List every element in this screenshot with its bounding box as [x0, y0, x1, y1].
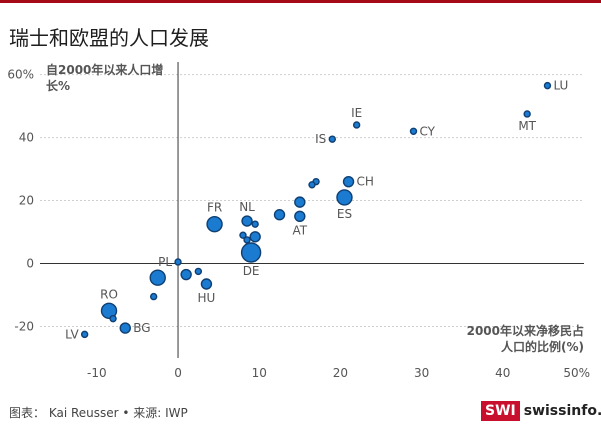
- point-label: ES: [337, 207, 352, 221]
- x-axis-label-line-2: 人口的比例(%): [501, 339, 584, 354]
- data-point: [352, 121, 361, 129]
- point-label: FR: [207, 201, 222, 215]
- data-point: [294, 196, 306, 208]
- x-tick-label: 50%: [563, 366, 590, 380]
- point-label: BG: [133, 321, 150, 335]
- y-axis-label-line-1: 自2000年以来人口增: [46, 62, 163, 77]
- data-point: [308, 181, 316, 189]
- source-credit: 图表： Kai Reusser • 来源: IWP: [9, 406, 188, 420]
- data-point: [543, 81, 552, 90]
- data-points: [80, 81, 552, 339]
- point-label: PL: [158, 255, 172, 269]
- x-tick-label: 10: [252, 366, 267, 380]
- point-label: LU: [553, 79, 568, 93]
- data-point: [249, 231, 261, 243]
- y-tick-label: -20: [14, 320, 34, 334]
- swissinfo-logo[interactable]: SWI swissinfo.ch: [481, 400, 601, 422]
- point-label: IE: [351, 106, 362, 120]
- point-label: CY: [419, 124, 435, 138]
- x-tick-label: 40: [495, 366, 510, 380]
- grid-layer: [40, 74, 584, 328]
- data-point: [243, 236, 251, 244]
- y-tick-label: 60%: [7, 68, 34, 82]
- point-label: HU: [198, 291, 216, 305]
- data-point: [200, 278, 213, 290]
- y-tick-label: 0: [26, 257, 34, 271]
- x-tick-label: 20: [333, 366, 348, 380]
- data-point: [119, 322, 131, 334]
- x-axis-label-line-1: 2000年以来净移民占: [467, 323, 584, 338]
- chart-title: 瑞士和欧盟的人口发展: [9, 26, 209, 50]
- data-point: [241, 215, 253, 227]
- tick-labels: -20 0 20 40 60% -10 0 10 20 30 40 50%: [7, 68, 590, 380]
- logo-name: swissinfo.ch: [523, 403, 601, 419]
- data-point: [206, 215, 223, 233]
- y-tick-label: 40: [19, 131, 34, 145]
- point-labels: LU MT IE CY IS CH ES AT NL FR DE PL HU RO BG LV: [65, 79, 568, 342]
- point-label: DE: [243, 264, 260, 278]
- data-point: [149, 292, 158, 301]
- data-point: [336, 189, 353, 206]
- accent-bar: [0, 0, 601, 3]
- data-point: [100, 302, 118, 319]
- point-label: CH: [357, 175, 374, 189]
- swi-mark: SWI: [481, 401, 520, 421]
- point-label: AT: [293, 223, 308, 237]
- x-tick-label: 30: [414, 366, 429, 380]
- data-point: [149, 269, 166, 286]
- data-point: [273, 209, 286, 221]
- x-tick-label: -10: [87, 366, 107, 380]
- data-point: [174, 258, 182, 266]
- y-axis-label-line-2: 长%: [46, 78, 70, 93]
- data-point: [251, 220, 259, 228]
- data-point: [523, 110, 531, 118]
- data-point: [194, 267, 203, 276]
- data-point: [294, 210, 306, 222]
- data-point: [409, 127, 418, 135]
- data-point: [239, 231, 247, 239]
- data-point: [328, 135, 336, 143]
- data-point: [240, 242, 262, 263]
- point-label: NL: [239, 200, 255, 214]
- data-point: [109, 314, 117, 323]
- y-tick-label: 20: [19, 194, 34, 208]
- point-label: IS: [315, 132, 326, 146]
- x-tick-label: 0: [174, 366, 182, 380]
- point-label: LV: [65, 327, 79, 341]
- data-point: [180, 268, 192, 281]
- axis-layer: [40, 62, 584, 358]
- point-label: RO: [100, 287, 118, 301]
- point-label: MT: [518, 119, 536, 133]
- data-point: [80, 330, 89, 339]
- data-point: [342, 175, 355, 188]
